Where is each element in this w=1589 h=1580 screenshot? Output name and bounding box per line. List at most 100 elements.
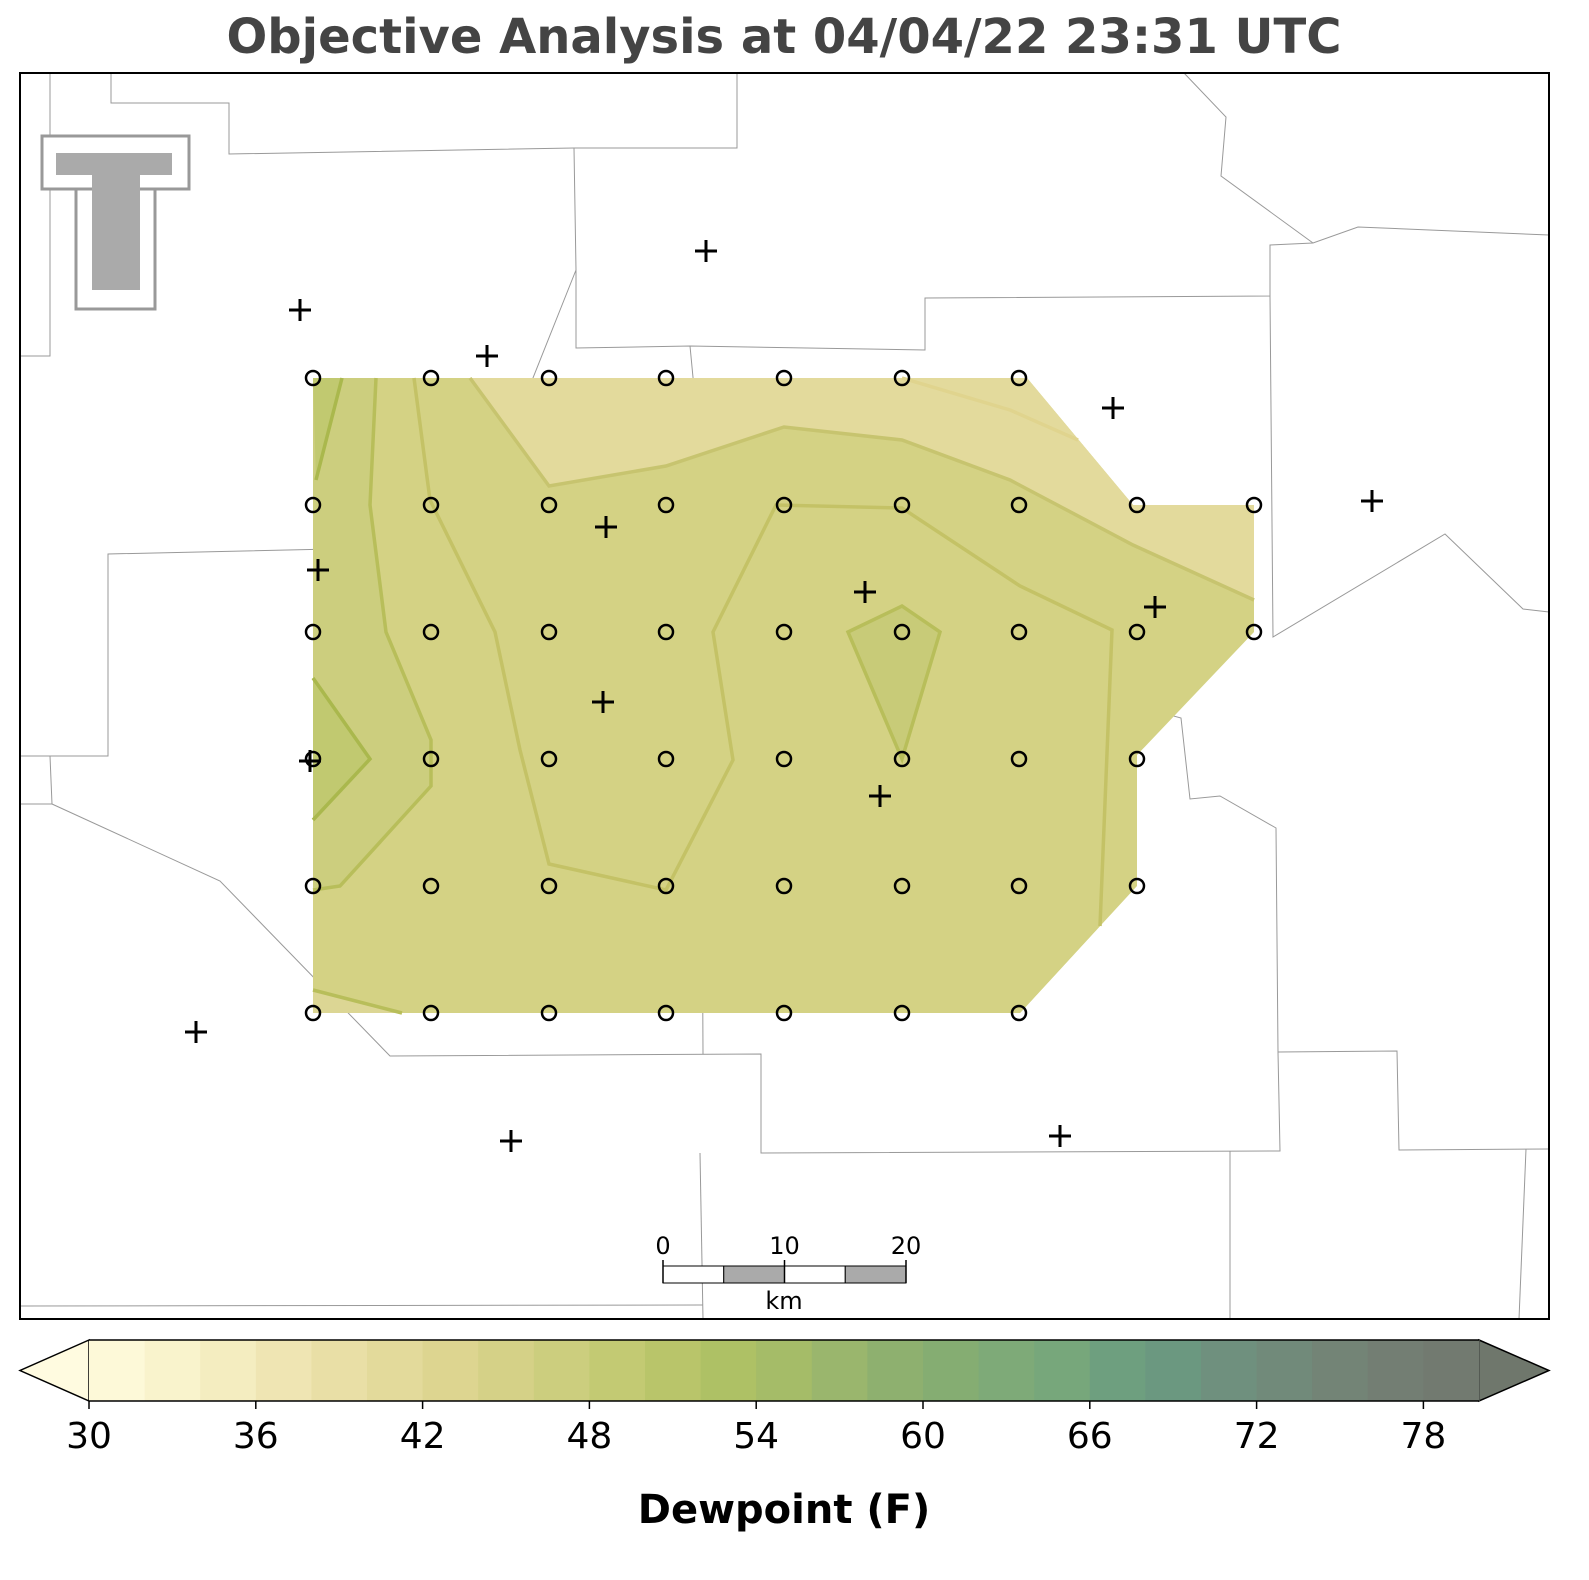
grid-point — [540, 877, 558, 895]
colorbar-extend-low — [18, 1338, 90, 1403]
grid-point — [540, 369, 558, 387]
grid-point — [1245, 623, 1263, 641]
station-marker — [592, 691, 614, 713]
colorbar-bin — [1312, 1340, 1369, 1401]
colorbar-bin — [589, 1340, 646, 1401]
grid-point — [540, 496, 558, 514]
grid-point — [304, 877, 322, 895]
grid-point — [304, 369, 322, 387]
grid-point — [422, 496, 440, 514]
grid-point — [1010, 369, 1028, 387]
colorbar-label: Dewpoint (F) — [638, 1487, 931, 1533]
colorbar-bin — [756, 1340, 813, 1401]
grid-point — [304, 496, 322, 514]
grid-point — [1010, 750, 1028, 768]
scale-tick-label: 0 — [655, 1232, 670, 1260]
grid-point — [540, 750, 558, 768]
station-marker — [299, 750, 321, 772]
colorbar-bin — [1423, 1340, 1480, 1401]
grid-point — [422, 877, 440, 895]
colorbar-tick-label: 36 — [233, 1416, 279, 1457]
colorbar-bin — [1089, 1340, 1146, 1401]
colorbar-bin — [811, 1340, 868, 1401]
grid-point — [1010, 1004, 1028, 1022]
grid-point — [775, 1004, 793, 1022]
station-marker — [854, 581, 876, 603]
station-marker — [1144, 596, 1166, 618]
grid-point — [422, 1004, 440, 1022]
grid-point — [893, 369, 911, 387]
grid-point — [657, 877, 675, 895]
colorbar: Dewpoint (F) 30 36 42 48 54 60 66 72 78 — [18, 1338, 1551, 1533]
grid-point — [1010, 623, 1028, 641]
grid-point — [657, 496, 675, 514]
colorbar-bin — [200, 1340, 257, 1401]
grid-point — [657, 369, 675, 387]
grid-point — [422, 369, 440, 387]
grid-point — [775, 877, 793, 895]
grid-point — [1010, 877, 1028, 895]
scale-tick-label: 10 — [769, 1232, 800, 1260]
station-marker — [869, 785, 891, 807]
grid-point — [775, 623, 793, 641]
station-marker — [476, 345, 498, 367]
colorbar-bin — [533, 1340, 590, 1401]
grid-points — [304, 369, 1263, 1022]
grid-point — [1245, 496, 1263, 514]
colorbar-bin — [422, 1340, 479, 1401]
scale-segment — [844, 1265, 907, 1284]
station-marker — [307, 559, 329, 581]
map — [19, 72, 1550, 1320]
colorbar-bin — [867, 1340, 924, 1401]
grid-point — [657, 1004, 675, 1022]
contour-lines — [311, 376, 1255, 1015]
colorbar-tick-label: 66 — [1067, 1416, 1113, 1457]
station-marker — [289, 299, 311, 321]
colorbar-bin — [478, 1340, 535, 1401]
grid-point — [1128, 750, 1146, 768]
colorbar-bin — [311, 1340, 368, 1401]
colorbar-bin — [645, 1340, 702, 1401]
county-lines — [19, 72, 1550, 1320]
colorbar-tick-label: 42 — [400, 1416, 446, 1457]
grid-point — [775, 750, 793, 768]
map-frame — [19, 72, 1550, 1320]
colorbar-bin — [923, 1340, 980, 1401]
station-marker — [500, 1130, 522, 1152]
station-marker — [1049, 1125, 1071, 1147]
colorbar-bin — [1367, 1340, 1424, 1401]
chart-title: Objective Analysis at 04/04/22 23:31 UTC — [227, 9, 1342, 65]
colorbar-bin — [700, 1340, 757, 1401]
colorbar-tick-label: 48 — [566, 1416, 612, 1457]
grid-point — [893, 496, 911, 514]
station-marker — [595, 516, 617, 538]
colorbar-bin — [1201, 1340, 1258, 1401]
station-marker — [1102, 397, 1124, 419]
colorbar-tick-label: 60 — [900, 1416, 946, 1457]
grid-point — [1128, 623, 1146, 641]
colorbar-bin — [89, 1340, 146, 1401]
colorbar-extend-high — [1478, 1338, 1551, 1403]
scale-segment — [784, 1265, 846, 1284]
grid-point — [304, 1004, 322, 1022]
station-marker — [695, 240, 717, 262]
scale-tick-label: 20 — [891, 1232, 922, 1260]
station-marker — [185, 1021, 207, 1043]
grid-point — [304, 623, 322, 641]
grid-point — [1128, 496, 1146, 514]
stations — [185, 240, 1383, 1152]
colorbar-bin — [1145, 1340, 1202, 1401]
grid-point — [422, 623, 440, 641]
logo — [40, 134, 191, 311]
scale-unit: km — [765, 1287, 802, 1315]
grid-point — [1010, 496, 1028, 514]
grid-point — [893, 623, 911, 641]
colorbar-tick-label: 72 — [1234, 1416, 1280, 1457]
colorbar-bin — [1256, 1340, 1313, 1401]
grid-point — [304, 750, 322, 768]
colorbar-tick-label: 78 — [1400, 1416, 1446, 1457]
grid-point — [540, 1004, 558, 1022]
grid-point — [893, 1004, 911, 1022]
scale-segment — [723, 1265, 785, 1284]
